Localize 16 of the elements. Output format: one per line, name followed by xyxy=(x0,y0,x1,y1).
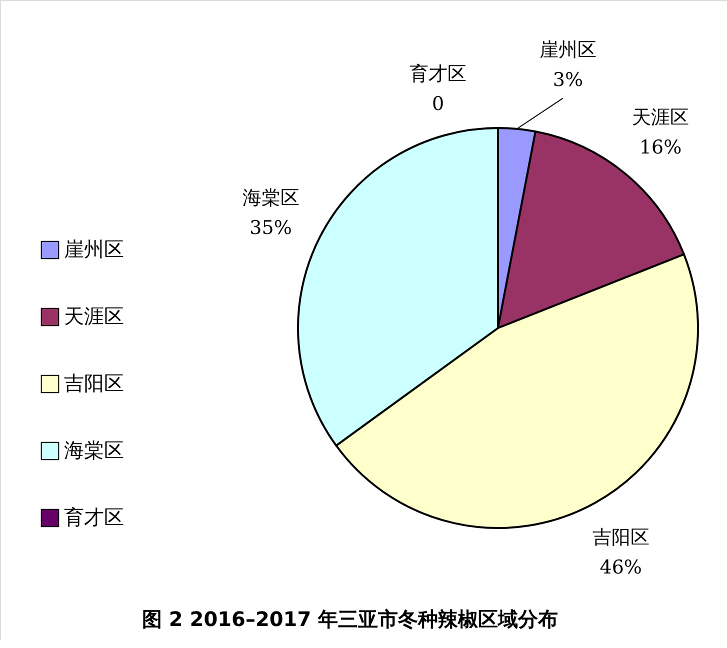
category-label: 育才区 xyxy=(410,63,466,85)
data-label: 46% xyxy=(600,556,642,578)
text: 图 2 2016–2017 年三亚市冬种辣椒区域分布 xyxy=(142,607,558,631)
legend-label: 吉阳区 xyxy=(64,371,124,395)
legend-label: 育才区 xyxy=(64,505,124,529)
legend-label: 天涯区 xyxy=(64,304,124,328)
legend-label: 崖州区 xyxy=(64,237,124,261)
slice-label: 海棠区 xyxy=(242,187,300,210)
data-label: 3% xyxy=(552,69,584,92)
legend-label: 海棠区 xyxy=(64,438,124,462)
slice-label: 吉阳区 xyxy=(592,526,650,548)
text: 0 xyxy=(432,93,444,115)
slice-label: 崖州区 xyxy=(539,39,596,62)
slice-label: 天涯区 xyxy=(632,106,690,129)
data-label: 16% xyxy=(639,136,682,159)
data-label: 35% xyxy=(250,217,292,240)
